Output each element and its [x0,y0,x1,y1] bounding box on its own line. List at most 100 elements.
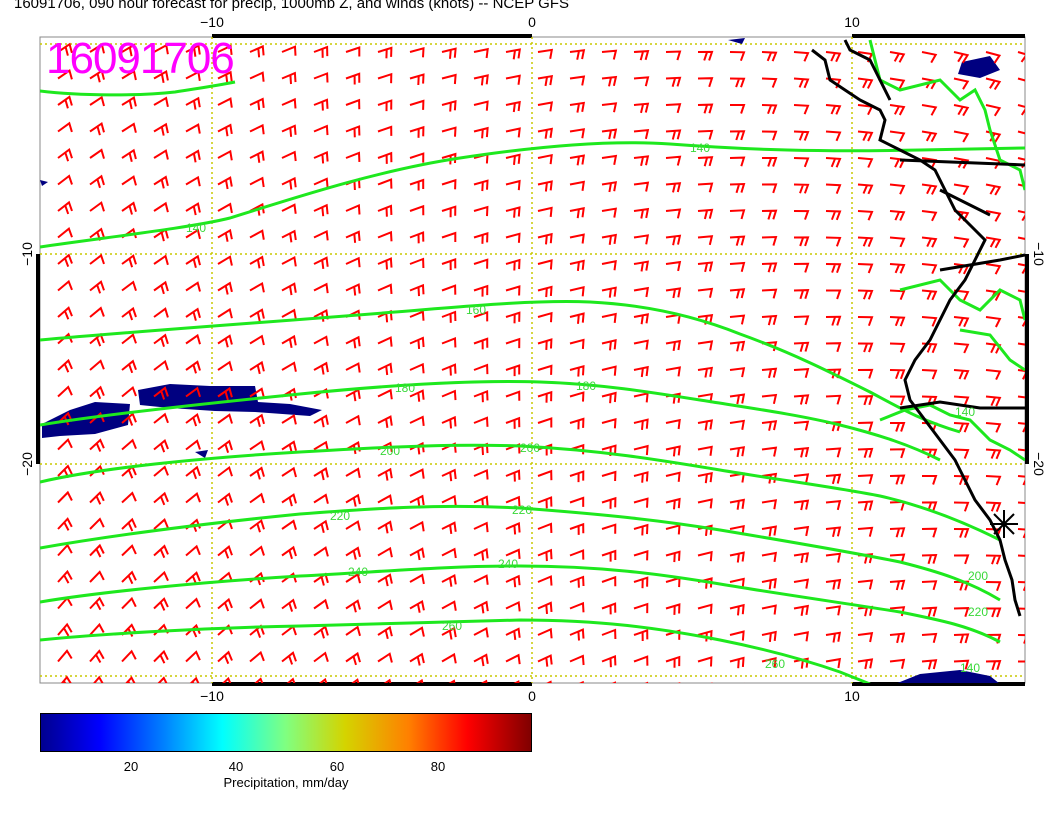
wind-barb [377,204,393,217]
contour-label: 220 [330,509,350,523]
wind-barb [633,471,649,483]
wind-barb [858,686,872,695]
wind-barb [185,544,201,557]
wind-barb [57,306,73,320]
wind-barb [857,183,874,195]
wind-barb [345,414,361,426]
wind-barb [345,546,361,560]
wind-barb [857,526,874,537]
wind-barb [761,578,777,590]
wind-barb [601,312,617,324]
wind-barb [697,392,714,404]
wind-barb [345,599,361,613]
wind-barb [441,126,457,137]
wind-barb [185,412,201,427]
wind-barb [89,280,105,294]
wind-barb [121,43,137,57]
wind-barb [217,202,233,214]
colorbar-tick: 80 [430,759,446,774]
wind-barb [825,104,842,115]
wind-barb [281,71,297,85]
wind-barb [121,438,137,451]
wind-barb [249,176,265,188]
wind-barb [537,101,554,112]
precip-area [40,38,1000,683]
wind-barb [569,75,586,86]
wind-barb [189,676,200,683]
wind-barb [89,438,105,452]
wind-barb [89,596,105,611]
wind-barb [665,182,682,193]
wind-barb [281,45,297,56]
wind-barb [825,605,842,616]
wind-barb [441,205,457,218]
contour-label: 180 [395,381,415,395]
wind-barb [441,494,457,506]
location-marker [990,510,1018,538]
wind-barb [57,438,73,451]
wind-barb [153,149,169,160]
wind-barb [153,43,169,55]
wind-barb [826,289,842,300]
wind-barb [441,652,457,664]
wind-barb [953,236,970,248]
wind-barb [953,130,970,143]
wind-barb [569,575,585,588]
wind-barb [697,340,714,351]
wind-barb [345,230,361,243]
wind-barb [217,597,233,612]
wind-barb [185,202,201,216]
wind-barb [761,183,778,194]
wind-barb [985,475,1002,486]
contour-label: 220 [968,605,988,619]
wind-barb [729,340,746,352]
wind-barb [217,650,233,665]
wind-barb [665,287,682,299]
wind-barb [793,604,810,616]
wind-barb [505,179,521,191]
wind-barb [57,490,73,504]
wind-barb [121,412,137,426]
wind-barb [889,553,906,564]
wind-barb [249,439,265,451]
wind-barb [953,528,970,538]
wind-barb [1017,475,1025,486]
wind-barb [217,439,233,453]
wind-barb [57,174,73,186]
wind-barb [601,496,617,509]
wind-barb [793,578,810,589]
wind-barb [409,389,425,402]
wind-barb [601,207,618,218]
wind-barb [569,286,585,297]
wind-barb [761,130,778,141]
wind-barb [185,439,201,451]
wind-barb [921,527,938,538]
wind-barb [985,183,1002,196]
wind-barb [953,289,970,301]
wind-barb [89,543,105,558]
wind-barb [697,366,714,378]
wind-barb [1017,51,1025,63]
wind-barb [889,263,906,274]
wind-barb [377,125,393,136]
contour-label: 160 [466,303,486,317]
wind-barb [89,42,105,54]
wind-barb [505,600,521,612]
wind-barb [569,338,585,349]
wind-barb [665,629,681,640]
wind-barb [153,307,169,318]
wind-barb [217,176,233,190]
wind-barb [505,48,521,60]
wind-barb [345,125,361,138]
wind-barb [217,70,233,84]
wind-barb [409,520,425,532]
wind-barb [633,155,650,167]
wind-barb [697,129,714,140]
wind-barb [890,422,906,432]
wind-barb [537,654,553,667]
wind-barb [985,395,1002,407]
wind-barb [697,156,714,167]
wind-barb [281,150,297,162]
wind-barb [710,682,713,683]
wind-barb [473,284,489,297]
